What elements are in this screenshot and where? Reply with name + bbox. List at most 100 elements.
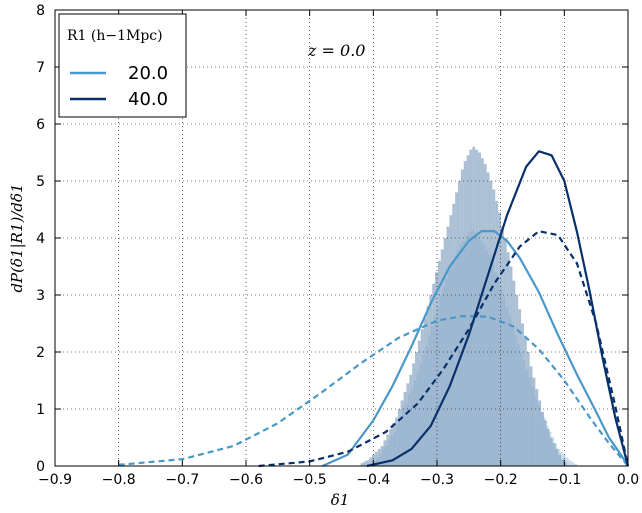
histogram-bar xyxy=(380,446,384,466)
histogram-bar xyxy=(526,352,530,466)
histogram-bar xyxy=(435,272,438,466)
histogram-bar xyxy=(532,377,536,466)
x-tick-label: −0.5 xyxy=(293,472,327,488)
curves-layer xyxy=(118,150,630,468)
y-tick-label: 4 xyxy=(36,231,45,247)
histogram-bar xyxy=(369,457,373,466)
y-tick-label: 2 xyxy=(36,345,45,361)
y-axis-label: dP(δ1|R1)/dδ1 xyxy=(8,183,26,292)
x-tick-label: −0.7 xyxy=(165,472,199,488)
histogram-bar xyxy=(559,451,563,466)
histogram-bar xyxy=(366,460,370,466)
histogram-bar xyxy=(541,411,544,466)
histogram-bar xyxy=(529,366,533,466)
x-tick-label: −0.9 xyxy=(38,472,72,488)
histogram-bar xyxy=(571,462,575,466)
histogram-bar xyxy=(426,306,430,466)
histogram-bar xyxy=(486,172,490,466)
histogram-bar xyxy=(386,434,390,466)
histogram-bar xyxy=(429,295,433,466)
legend-title: R1 (h−1Mpc) xyxy=(67,28,163,44)
histogram-bar xyxy=(460,169,464,466)
y-tick-label: 7 xyxy=(36,60,45,76)
histogram-bar xyxy=(403,391,407,466)
y-tick-label: 0 xyxy=(36,459,45,475)
histogram-bar xyxy=(558,454,562,466)
histogram-bar xyxy=(463,161,467,467)
histogram-bar xyxy=(374,451,378,466)
histogram-bar xyxy=(555,448,559,466)
histogram-bar xyxy=(363,461,367,466)
histogram-bar xyxy=(492,189,496,467)
x-tick-label: −0.8 xyxy=(102,472,136,488)
histogram-layer xyxy=(118,146,578,467)
histogram-bar xyxy=(437,260,441,466)
histogram-bar xyxy=(483,163,487,466)
histogram-bar xyxy=(538,400,542,466)
histogram-bar xyxy=(549,437,553,466)
histogram-bar xyxy=(480,158,484,466)
histogram-bar xyxy=(568,460,572,466)
histogram-bar xyxy=(469,149,473,466)
histogram-bar xyxy=(503,238,507,466)
histogram-bar xyxy=(394,417,398,466)
histogram-bar xyxy=(452,203,456,467)
annotation-z: z = 0.0 xyxy=(307,41,365,60)
histogram-bar xyxy=(443,238,447,466)
series-line-20.0-dashed xyxy=(118,314,629,467)
histogram-bar xyxy=(446,226,450,466)
histogram-bar xyxy=(523,337,527,466)
histogram-bar xyxy=(518,309,522,466)
histogram-bar xyxy=(512,280,516,466)
histogram-bar xyxy=(495,200,499,466)
histogram-bar xyxy=(509,266,513,466)
y-tick-label: 1 xyxy=(36,402,45,418)
histogram-bar xyxy=(392,423,395,466)
histogram-bar xyxy=(500,226,504,466)
histogram-bar xyxy=(377,448,381,466)
series-line-20.0-solid xyxy=(321,230,629,468)
histogram-bar xyxy=(546,428,550,466)
legend-label-20: 20.0 xyxy=(128,63,168,84)
ticks-layer: −0.9 −0.8 −0.7 −0.6 −0.5 −0.4 −0.3 −0.2 −0.1 0.0 0… xyxy=(36,3,639,488)
histogram-bar xyxy=(521,323,524,466)
histogram-bar xyxy=(423,317,427,466)
histogram-bar xyxy=(506,252,510,466)
histogram-bar xyxy=(535,389,539,466)
y-tick-label: 5 xyxy=(36,174,45,190)
histogram-bar xyxy=(449,215,453,466)
x-tick-label: 0.0 xyxy=(617,472,639,488)
histogram-bar xyxy=(412,363,416,466)
x-tick-label: −0.1 xyxy=(547,472,581,488)
histogram-bar xyxy=(360,463,364,466)
series-line-40.0-dashed xyxy=(258,230,630,468)
legend-label-40: 40.0 xyxy=(128,89,168,110)
histogram-bar xyxy=(397,409,401,466)
histogram-bar xyxy=(466,155,470,466)
histogram-bar xyxy=(472,146,476,467)
histogram-bar xyxy=(389,428,393,466)
histogram-bar xyxy=(565,457,569,466)
histogram-bar xyxy=(458,181,461,466)
histogram-bar xyxy=(564,462,567,466)
x-tick-label: −0.4 xyxy=(356,472,390,488)
x-tick-label: −0.2 xyxy=(484,472,518,488)
histogram-bar xyxy=(552,443,556,466)
histogram-bar xyxy=(383,440,387,466)
x-axis-label: δ1 xyxy=(331,491,350,509)
histogram-bar xyxy=(406,383,410,466)
legend: R1 (h−1Mpc) 20.0 40.0 xyxy=(58,13,187,118)
histogram-bar xyxy=(561,459,565,466)
histogram-bar xyxy=(515,295,519,466)
histogram-bar xyxy=(440,249,444,466)
histogram-bar xyxy=(409,374,413,466)
histogram-bar xyxy=(543,420,547,466)
histogram-bar xyxy=(415,352,418,466)
histogram-bar xyxy=(432,283,436,466)
histogram-bar xyxy=(489,181,493,466)
x-tick-label: −0.3 xyxy=(420,472,454,488)
y-tick-label: 6 xyxy=(36,117,45,133)
histogram-bar xyxy=(417,340,421,466)
histogram-bar xyxy=(574,463,578,466)
